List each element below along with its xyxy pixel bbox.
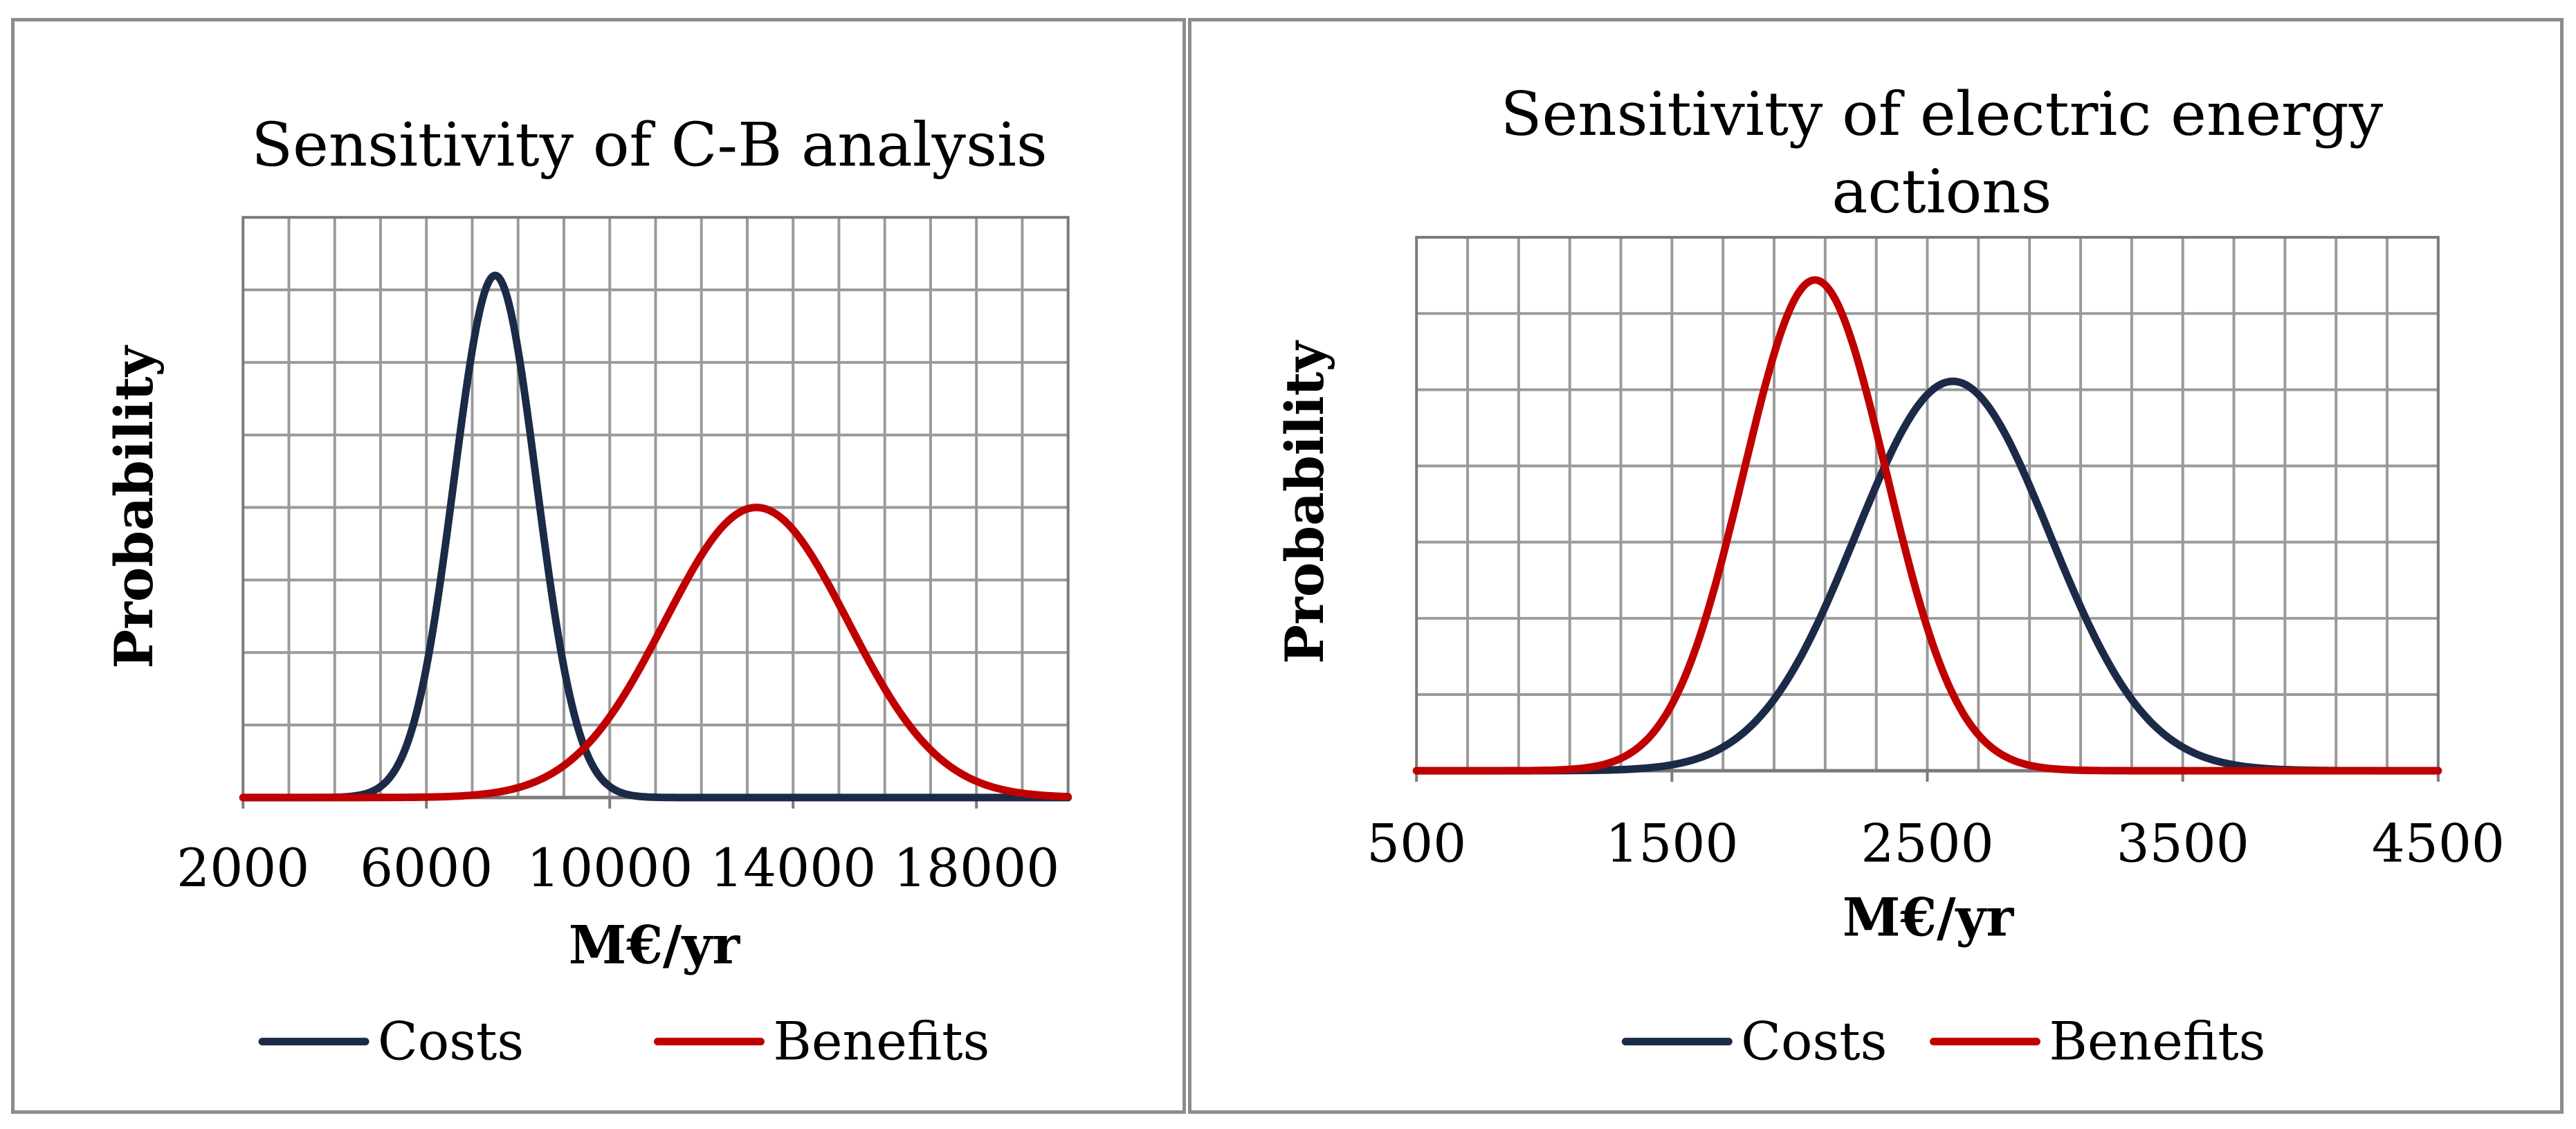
chart-panel-electric-energy: Sensitivity of electric energy actions 500… [1188, 18, 2564, 1114]
x-tick-label: 1500 [1605, 813, 1738, 874]
x-axis-title: M€/yr [569, 914, 741, 975]
chart-title-line-1: Sensitivity of C-B analysis [251, 110, 1048, 181]
x-tick-label: 4500 [2372, 813, 2505, 874]
legend-label-benefits: Benefits [2049, 1011, 2265, 1072]
chart-panel-cb-analysis: Sensitivity of C-B analysis 2000 6000 10000… [11, 18, 1186, 1114]
y-axis-title: Probability [103, 345, 165, 668]
y-axis-title: Probability [1274, 340, 1335, 663]
legend-label-costs: Costs [1741, 1011, 1887, 1072]
series-line-costs [239, 271, 1072, 802]
series-line-benefits [239, 504, 1072, 802]
x-tick-label: 2500 [1861, 813, 1993, 874]
series-line-benefits [1412, 276, 2442, 775]
x-axis-title: M€/yr [1843, 887, 2015, 948]
x-tick-label: 18000 [893, 838, 1059, 899]
x-tick-label: 10000 [527, 838, 693, 899]
gridlines [243, 217, 1068, 798]
x-tick-label: 6000 [360, 838, 493, 899]
chart-cb-analysis: Sensitivity of C-B analysis 2000 6000 10000… [103, 110, 1072, 1072]
legend-label-costs: Costs [378, 1011, 524, 1072]
x-tick-label: 500 [1367, 813, 1466, 874]
x-tick-label: 14000 [710, 838, 876, 899]
legend: Costs Benefits [258, 1011, 989, 1072]
chart-title-line-2: actions [1831, 156, 2052, 227]
legend: Costs Benefits [1621, 1011, 2265, 1072]
chart-title-line-1: Sensitivity of electric energy [1501, 79, 2384, 149]
x-tick-label: 2000 [176, 838, 309, 899]
legend-label-benefits: Benefits [773, 1011, 989, 1072]
gridlines [1416, 237, 2438, 771]
x-tick-label: 3500 [2117, 813, 2249, 874]
